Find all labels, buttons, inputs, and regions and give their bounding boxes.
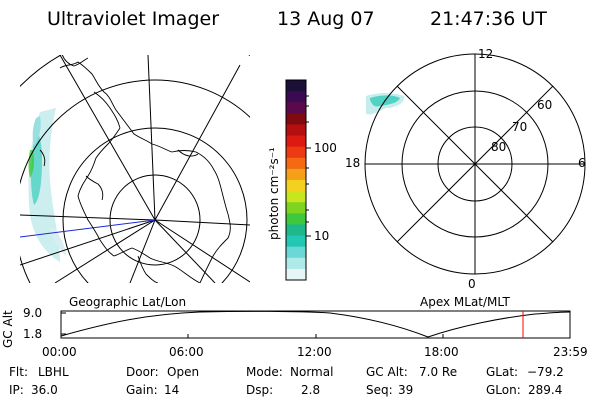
alt-xtick-0600: 06:00 — [169, 345, 204, 359]
colorbar-swatch — [286, 180, 306, 192]
glon-value: 289.4 — [528, 383, 563, 397]
instrument-title: Ultraviolet Imager — [47, 8, 220, 30]
alt-ytick-1-8: 1.8 — [23, 327, 43, 341]
mode-value: Normal — [290, 365, 334, 379]
glon-label: GLon: — [486, 383, 521, 397]
colorbar-swatch — [286, 257, 306, 270]
apex-panel-label: Apex MLat/MLT — [420, 295, 510, 309]
colorbar-swatch — [286, 191, 306, 203]
glat-label: GLat: — [486, 365, 519, 379]
colorbar-swatch — [286, 135, 306, 148]
alt-xtick-0000: 00:00 — [42, 345, 77, 359]
mlt-label-6: 6 — [578, 156, 586, 170]
apex-mlat-mlt-plot — [364, 53, 586, 275]
seq-value: 39 — [398, 383, 414, 397]
gc-alt-value: 7.0 Re — [419, 365, 458, 379]
geographic-map — [20, 55, 250, 283]
colorbar-swatch — [286, 157, 306, 170]
alt-xtick-2359: 23:59 — [553, 345, 588, 359]
colorbar-unit-label: photon cm⁻²s⁻¹ — [267, 147, 281, 240]
color-bar — [285, 79, 311, 281]
mlt-label-12: 12 — [478, 47, 494, 61]
geo-panel-label: Geographic Lat/Lon — [69, 295, 187, 309]
colorbar-swatch — [286, 102, 306, 114]
alt-xtick-1800: 18:00 — [424, 345, 459, 359]
colorbar-swatch — [286, 91, 306, 103]
colorbar-swatch — [286, 146, 306, 159]
image-time: 21:47:36 UT — [430, 8, 547, 30]
colorbar-swatch — [286, 224, 306, 237]
gain-label: Gain: — [126, 383, 158, 397]
colorbar-swatch — [286, 213, 306, 225]
seq-label: Seq: — [366, 383, 393, 397]
filter-label: Flt: — [9, 365, 28, 379]
colorbar-swatch — [286, 168, 306, 181]
mlat-label-60: 60 — [537, 98, 553, 112]
door-label: Door: — [126, 365, 159, 379]
dsp-label: Dsp: — [246, 383, 274, 397]
ip-value: 36.0 — [31, 383, 58, 397]
colorbar-swatch — [286, 202, 306, 214]
colorbar-swatch — [286, 235, 306, 248]
dsp-value: 2.8 — [301, 383, 321, 397]
mlat-label-70: 70 — [512, 120, 528, 134]
colorbar-swatch — [286, 124, 306, 137]
colorbar-swatch — [286, 246, 306, 259]
colorbar-swatch — [286, 268, 306, 281]
gain-value: 14 — [164, 383, 180, 397]
alt-xtick-1200: 12:00 — [297, 345, 332, 359]
ip-label: IP: — [9, 383, 24, 397]
altitude-curve — [60, 310, 571, 338]
door-value: Open — [167, 365, 200, 379]
alt-ytick-9: 9.0 — [23, 306, 43, 320]
glat-value: −79.2 — [527, 365, 564, 379]
spacecraft-track-line — [20, 219, 156, 238]
mode-label: Mode: — [246, 365, 283, 379]
altitude-plot — [60, 310, 571, 339]
mlt-label-18: 18 — [345, 156, 361, 170]
colorbar-swatch — [286, 80, 306, 92]
mlt-label-0: 0 — [468, 277, 476, 291]
gc-alt-label: GC Alt: — [366, 365, 408, 379]
altitude-axis-label: GC Alt — [1, 310, 15, 348]
colorbar-tick-10: 10 — [314, 229, 330, 243]
colorbar-swatch — [286, 113, 306, 125]
image-date: 13 Aug 07 — [277, 8, 375, 30]
filter-value: LBHL — [38, 365, 69, 379]
colorbar-tick-100: 100 — [314, 141, 337, 155]
mlat-label-80: 80 — [491, 140, 507, 154]
